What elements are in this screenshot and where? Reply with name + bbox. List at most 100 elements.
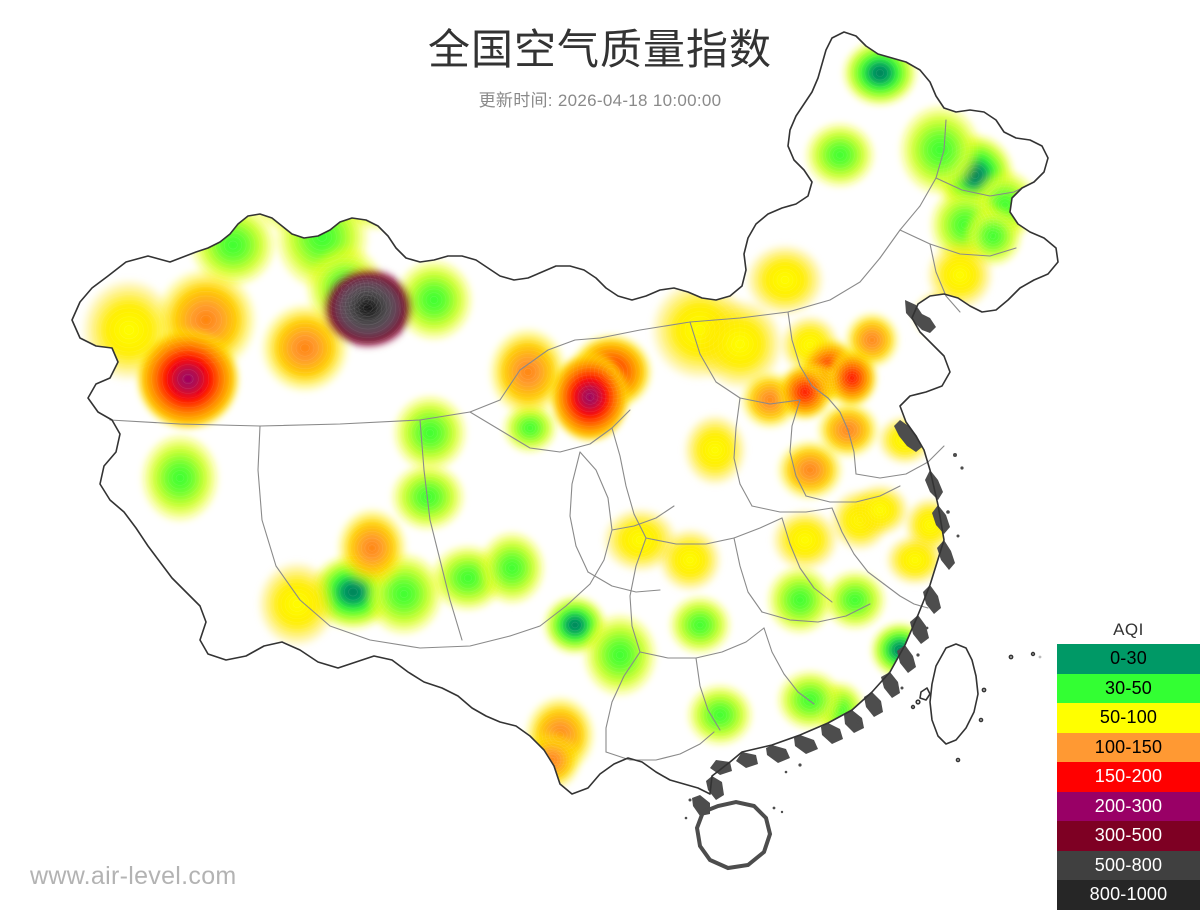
aqi-contour-ring [182, 373, 194, 385]
legend-row-800-1000[interactable]: 800-1000 [1057, 880, 1200, 910]
aqi-contour-ring [785, 447, 835, 493]
aqi-contour-ring [589, 352, 633, 392]
aqi-contour-ring [339, 517, 405, 579]
aqi-contour-ring [825, 141, 855, 169]
aqi-contour-ring [433, 546, 503, 610]
aqi-contour-ring [109, 312, 149, 348]
aqi-contour-ring [613, 515, 667, 565]
legend-row-500-800[interactable]: 500-800 [1057, 850, 1200, 880]
aqi-contour-ring [670, 542, 710, 578]
aqi-contour-ring [860, 55, 900, 91]
aqi-contour-ring [908, 554, 922, 566]
aqi-contour-ring [942, 145, 1008, 205]
legend-row-200-300[interactable]: 200-300 [1057, 791, 1200, 821]
aqi-contour-ring [763, 394, 777, 406]
offshore-markers [34, 655, 1042, 884]
aqi-contour-ring [264, 310, 346, 386]
aqi-contour-ring [802, 463, 818, 477]
aqi-contour-ring [779, 441, 841, 499]
aqi-contour-ring [518, 417, 542, 439]
aqi-contour-ring [799, 460, 821, 480]
aqi-contour-ring [95, 298, 163, 362]
legend-row-100-150[interactable]: 100-150 [1057, 732, 1200, 762]
aqi-contour-ring [359, 294, 373, 306]
aqi-contour-ring [924, 519, 936, 531]
aqi-contour-ring [696, 621, 704, 629]
aqi-contour-ring [805, 372, 831, 396]
aqi-contour-ring [769, 571, 831, 629]
aqi-contour-ring [387, 579, 421, 609]
aqi-hotspot [392, 393, 468, 473]
aqi-contour-ring [796, 596, 804, 604]
aqi-contour-ring [460, 570, 476, 586]
aqi-contour-ring [799, 690, 821, 710]
aqi-contour-ring [896, 543, 934, 577]
aqi-contour-ring [856, 516, 864, 524]
aqi-contour-ring [360, 537, 384, 559]
aqi-contour-ring [782, 584, 818, 616]
aqi-contour-ring [787, 376, 823, 408]
aqi-hotspot [336, 507, 408, 589]
aqi-contour-ring [722, 327, 758, 361]
aqi-contour-ring [796, 363, 840, 405]
aqi-contour-ring [825, 409, 871, 451]
aqi-contour-ring [545, 721, 575, 749]
aqi-contour-ring [822, 406, 874, 454]
aqi-contour-ring [268, 577, 326, 631]
aqi-contour-ring [832, 148, 848, 162]
aqi-contour-ring [828, 356, 876, 400]
aqi-contour-ring [530, 708, 590, 762]
legend-row-300-500[interactable]: 300-500 [1057, 821, 1200, 851]
aqi-contour-ring [581, 344, 641, 400]
aqi-contour-ring [851, 596, 859, 604]
aqi-contour-ring [401, 270, 467, 330]
aqi-legend[interactable]: AQI 0-30 30-50 50-100 100-150 150-200 200-300… [1057, 620, 1200, 910]
aqi-contour-ring [504, 561, 520, 575]
aqi-contour-ring [693, 618, 707, 632]
aqi-contour-ring [818, 403, 878, 457]
aqi-contour-ring [831, 415, 865, 445]
aqi-contour-ring [700, 307, 780, 381]
aqi-contour-ring [332, 276, 358, 300]
aqi-contour-ring [344, 280, 388, 320]
aqi-contour-ring [799, 386, 811, 398]
aqi-contour-ring [635, 536, 645, 544]
aqi-hotspot [257, 560, 337, 648]
aqi-contour-ring [146, 340, 230, 418]
aqi-contour-ring [404, 475, 452, 519]
aqi-contour-ring [664, 536, 716, 584]
aqi-contour-ring [406, 411, 454, 455]
aqi-contour-ring [335, 575, 371, 609]
aqi-contour-ring [569, 378, 611, 416]
aqi-hotspot [550, 351, 630, 443]
aqi-contour-ring [683, 553, 697, 567]
aqi-contour-ring [835, 497, 885, 543]
aqi-contour-ring [830, 358, 874, 398]
legend-row-50-100[interactable]: 50-100 [1057, 703, 1200, 733]
aqi-contour-ring [931, 141, 949, 159]
aqi-contour-ring [123, 325, 135, 335]
legend-rows[interactable]: 0-30 30-50 50-100 100-150 150-200 200-300 300-… [1057, 644, 1200, 910]
aqi-contour-ring [817, 358, 843, 382]
aqi-contour-ring [408, 479, 448, 515]
aqi-contour-ring [553, 363, 627, 431]
aqi-contour-ring [970, 171, 980, 179]
aqi-contour-ring [158, 276, 254, 364]
aqi-contour-ring [463, 574, 473, 582]
aqi-contour-ring [705, 440, 725, 460]
aqi-contour-ring [167, 466, 193, 490]
legend-row-150-200[interactable]: 150-200 [1057, 762, 1200, 792]
aqi-contour-ring [99, 303, 159, 357]
aqi-contour-ring [409, 277, 459, 323]
aqi-contour-ring [512, 412, 548, 444]
legend-row-30-50[interactable]: 30-50 [1057, 673, 1200, 703]
legend-row-0-30[interactable]: 0-30 [1057, 644, 1200, 674]
aqi-contour-ring [353, 295, 383, 321]
aqi-contour-ring [383, 575, 425, 613]
aqi-contour-ring [260, 570, 334, 638]
aqi-contour-ring [175, 474, 185, 482]
aqi-hotspot [322, 267, 414, 349]
aqi-contour-ring [806, 696, 814, 704]
aqi-contour-ring [772, 268, 798, 292]
